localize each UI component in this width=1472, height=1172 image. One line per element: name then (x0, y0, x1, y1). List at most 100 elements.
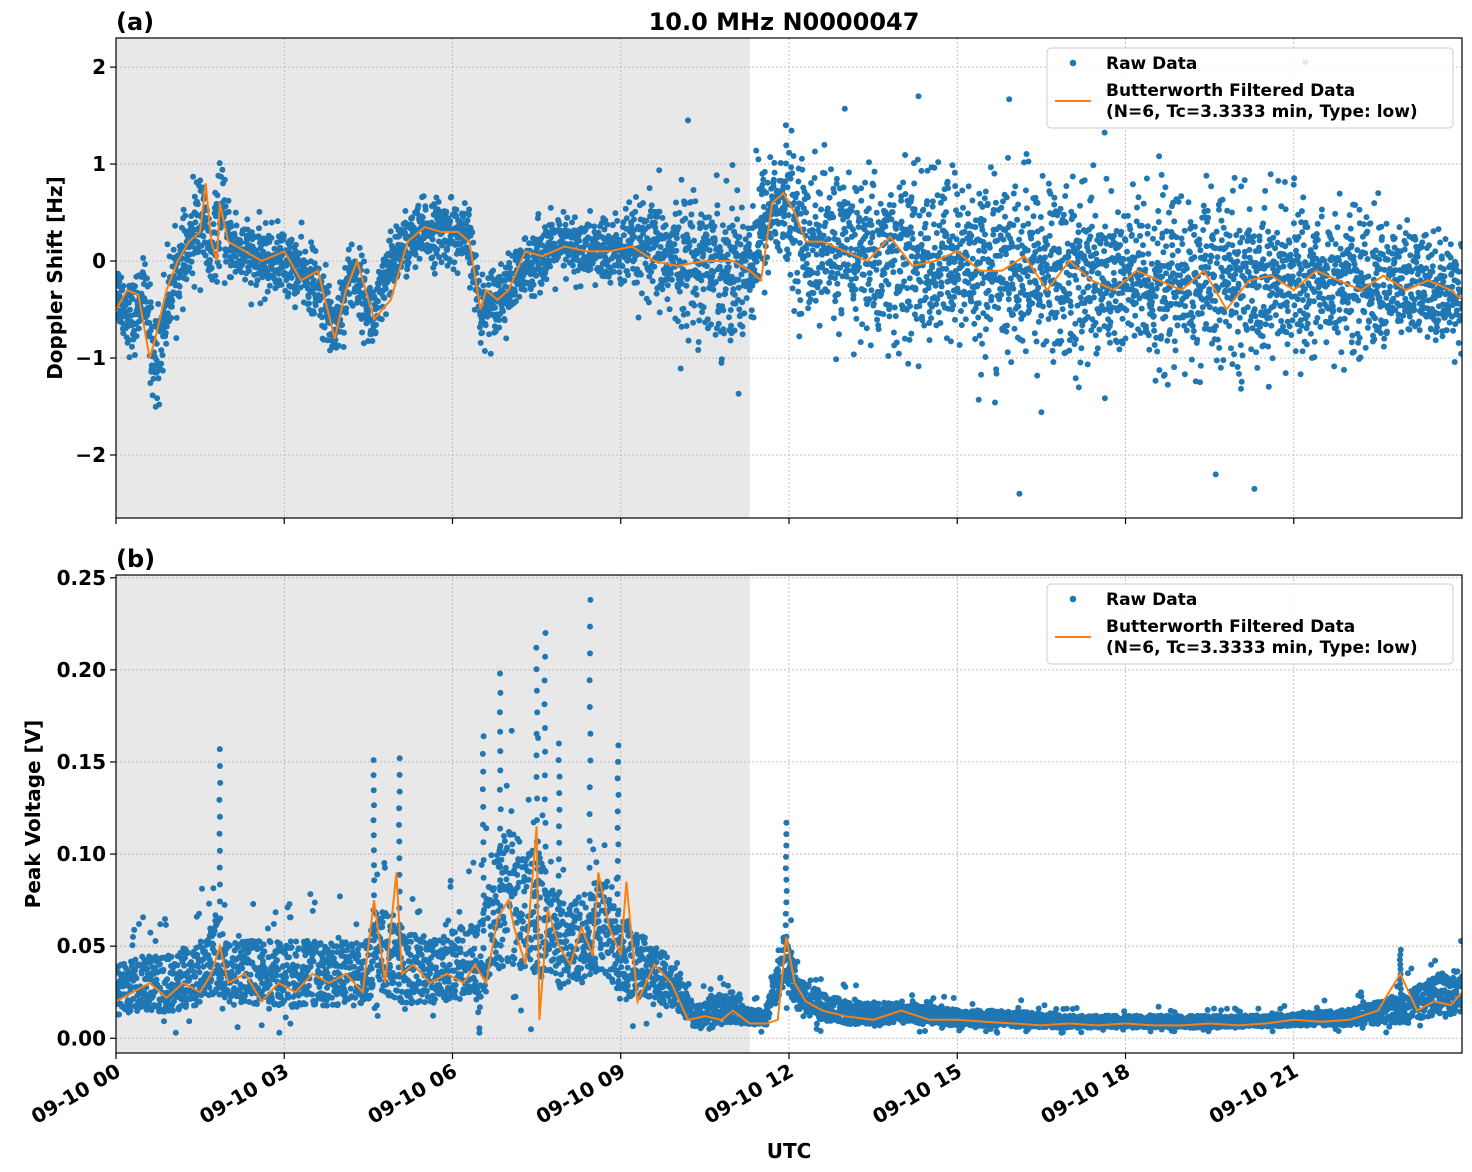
panel-a-raw-point (781, 220, 788, 227)
panel-a-raw-point (1005, 290, 1012, 297)
panel-a-raw-point (1062, 193, 1069, 199)
panel-a-raw-point (811, 175, 818, 181)
panel-a-raw-point (909, 230, 916, 236)
panel-a-raw-point (500, 308, 506, 315)
panel-a-raw-point (835, 291, 842, 298)
panel-a-raw-point (1149, 307, 1156, 314)
panel-a-raw-point (1108, 188, 1115, 194)
panel-a-raw-point (929, 262, 936, 269)
panel-a-raw-point (866, 270, 873, 277)
panel-a-raw-point (764, 254, 771, 261)
panel-a-raw-point (1043, 338, 1050, 345)
panel-a-raw-point (1238, 385, 1244, 392)
panel-a-raw-point (1319, 308, 1326, 315)
panel-a-raw-point (1012, 183, 1019, 190)
panel-a-raw-point (1155, 219, 1162, 225)
panel-a-raw-point (1295, 234, 1302, 240)
panel-a-raw-point (133, 333, 140, 340)
panel-a-raw-point (673, 199, 679, 206)
panel-a-raw-point (278, 281, 285, 288)
panel-a-raw-point (1005, 296, 1012, 303)
panel-a-raw-point (718, 356, 725, 363)
panel-a-raw-point (956, 342, 963, 348)
panel-a-raw-point (1171, 364, 1178, 371)
panel-a-raw-point (677, 275, 684, 282)
panel-a-raw-point (1327, 319, 1334, 326)
panel-a-raw-point (1191, 254, 1198, 261)
panel-a-raw-point (708, 321, 715, 328)
panel-a-raw-point (682, 215, 689, 222)
panel-a-raw-point (1088, 327, 1095, 334)
panel-a-raw-point (900, 179, 907, 186)
panel-a-raw-point (268, 219, 275, 226)
panel-a-raw-point (1045, 180, 1052, 187)
panel-a-raw-point (904, 285, 911, 292)
panel-a-raw-point (980, 255, 987, 262)
panel-a-raw-point (870, 300, 877, 307)
panel-a-raw-point (1162, 184, 1169, 191)
panel-a-raw-point (704, 316, 711, 323)
panel-a-raw-point (238, 269, 245, 276)
panel-a-raw-point (461, 200, 468, 207)
panel-a-raw-point (972, 217, 979, 224)
panel-a-raw-point (1362, 344, 1369, 351)
panel-a-raw-point (168, 303, 175, 310)
panel-a-raw-point (727, 337, 734, 344)
panel-a-raw-point (905, 298, 912, 305)
panel-a-raw-point (1033, 338, 1040, 345)
panel-a-raw-point (942, 244, 949, 251)
panel-a-raw-point (1211, 272, 1218, 279)
panel-a-raw-point (862, 179, 869, 186)
panel-a-raw-point (1178, 235, 1185, 242)
panel-a-raw-point (676, 288, 683, 295)
panel-a-raw-point (292, 241, 299, 248)
panel-a-raw-point (274, 218, 281, 225)
panel-a-raw-point (147, 281, 153, 288)
panel-a-raw-point (869, 230, 876, 236)
panel-a-raw-point (912, 286, 919, 293)
panel-a-raw-point (816, 222, 823, 229)
panel-a-raw-point (792, 237, 799, 244)
panel-a-raw-point (1092, 212, 1099, 219)
panel-a-raw-point (1281, 179, 1288, 185)
panel-a-raw-point (812, 213, 819, 220)
panel-a-raw-point (156, 401, 163, 408)
panel-a-raw-point (1367, 220, 1374, 227)
panel-a-raw-point (915, 363, 922, 370)
panel-a-raw-point (728, 322, 735, 329)
panel-a-raw-point (479, 271, 486, 278)
panel-a-raw-point (512, 298, 519, 305)
panel-a-raw-point (1278, 203, 1285, 210)
panel-a-raw-point (140, 255, 147, 261)
panel-a-raw-point (421, 235, 428, 241)
panel-a-raw-point (950, 302, 957, 309)
panel-a-raw-point (233, 253, 239, 260)
panel-a-raw-point (908, 194, 915, 201)
panel-a-raw-point (1191, 231, 1198, 238)
panel-a-raw-point (946, 260, 952, 267)
panel-a-raw-point (257, 300, 264, 307)
panel-a-raw-point (435, 198, 442, 205)
panel-a-raw-point (1213, 228, 1220, 235)
panel-a-raw-point (335, 342, 342, 349)
panel-a-raw-point (169, 298, 176, 304)
panel-a-raw-point (668, 276, 675, 283)
panel-a-raw-point (1246, 246, 1253, 253)
panel-a-raw-point (742, 236, 749, 243)
panel-a-raw-point (416, 255, 423, 262)
panel-a-raw-point (664, 296, 671, 303)
panel-a-raw-point (1286, 239, 1293, 246)
panel-a-raw-point (654, 213, 661, 220)
panel-a-raw-point (547, 234, 554, 241)
panel-a-raw-point (233, 222, 240, 229)
panel-a-raw-point (434, 246, 441, 253)
panel-a-raw-point (972, 336, 979, 342)
panel-a-raw-point (1067, 302, 1074, 309)
panel-a-raw-point (1153, 285, 1160, 292)
panel-a-raw-point (1198, 310, 1205, 317)
panel-a-raw-point (420, 193, 427, 200)
panel-a-raw-point (1225, 280, 1232, 287)
panel-a-raw-point (592, 282, 599, 289)
panel-a-raw-point (1238, 183, 1245, 190)
panel-a-raw-point (740, 223, 746, 230)
